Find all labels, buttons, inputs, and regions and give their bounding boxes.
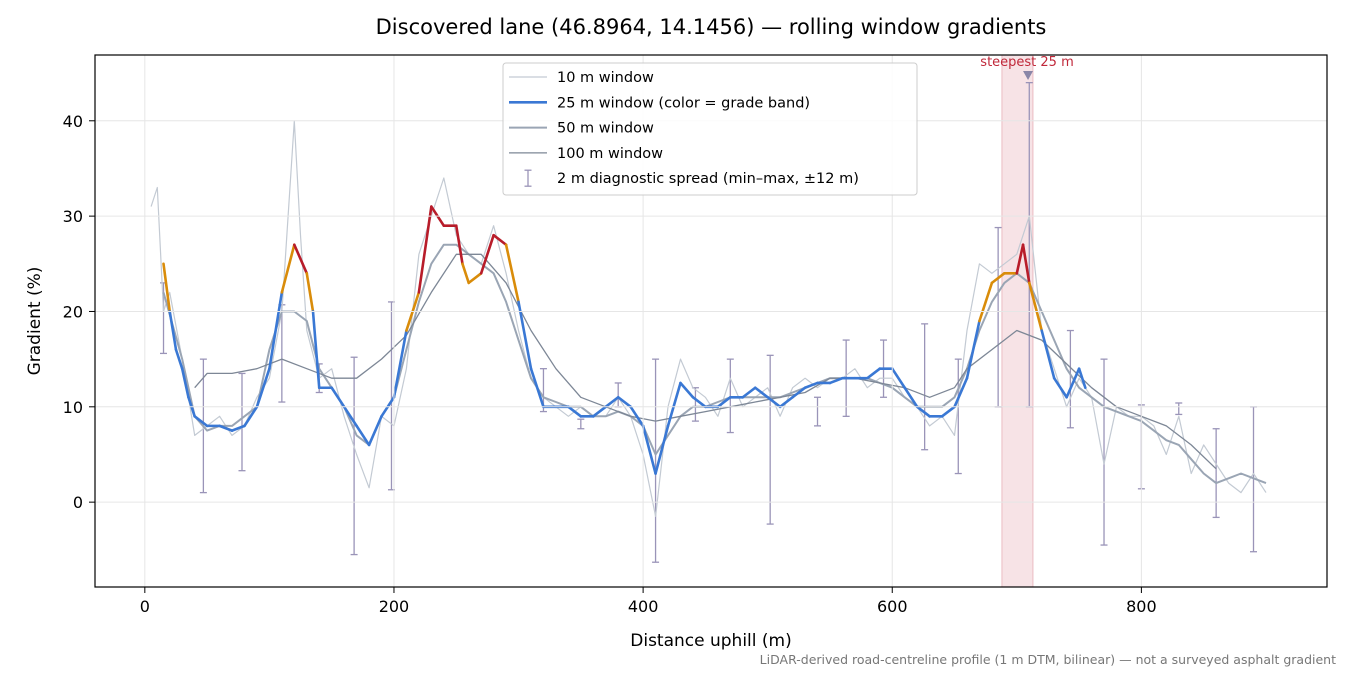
line-segment (679, 381, 695, 399)
line-segment (342, 405, 358, 428)
line-segment (479, 233, 495, 275)
line-segment (965, 319, 981, 380)
x-tick-label: 800 (1126, 597, 1157, 616)
steepest-band (1001, 55, 1034, 587)
x-tick-label: 0 (140, 597, 150, 616)
y-tick-label: 30 (63, 207, 83, 226)
legend-label: 10 m window (557, 70, 654, 86)
line-segment (355, 424, 371, 447)
line-segment (828, 376, 844, 385)
line (150, 120, 1267, 517)
line-segment (616, 395, 632, 409)
line-segment (311, 310, 321, 390)
line-segment (293, 243, 309, 275)
line-segment (243, 405, 259, 428)
line-segment (604, 395, 620, 409)
line-segment (1077, 367, 1087, 390)
line (194, 253, 1217, 470)
line-segment (417, 205, 433, 294)
line-segment (174, 348, 184, 370)
annotation: steepest 25 m (980, 55, 1073, 70)
line-segment (162, 262, 172, 313)
line-segment (591, 405, 608, 418)
plot (150, 55, 1267, 587)
line-segment (218, 424, 234, 432)
line-segment (791, 386, 807, 399)
line-segment (641, 424, 657, 475)
legend-box (502, 62, 918, 196)
line-segment (1027, 281, 1044, 332)
line-segment (529, 367, 545, 409)
footnote: LiDAR-derived road-centreline profile (1… (760, 652, 1336, 667)
x-axis-label: Distance uphill (m) (630, 631, 791, 651)
y-tick-label: 40 (63, 112, 83, 131)
line-segment (691, 395, 707, 409)
x-tick-label: 200 (379, 597, 410, 616)
y-axis-label: Gradient (%) (25, 267, 45, 376)
line-segment (978, 281, 994, 323)
line-segment (168, 310, 178, 351)
line-segment (866, 367, 882, 380)
line-segment (392, 329, 408, 399)
line-segment (504, 243, 520, 304)
line-segment (1021, 243, 1031, 285)
y-tick-label: 20 (63, 302, 83, 321)
line-segment (903, 386, 919, 409)
line-segment (461, 262, 471, 285)
line-segment (517, 300, 533, 370)
line-segment (180, 367, 190, 399)
line-segment (654, 424, 670, 475)
line-segment (454, 224, 464, 266)
line-segment (990, 272, 1006, 285)
plot-frame (94, 54, 1328, 588)
line-segment (741, 386, 757, 399)
chart-title: Discovered lane (46.8964, 14.1456) — rol… (376, 15, 1047, 39)
legend-label: 100 m window (557, 146, 663, 162)
line-segment (940, 405, 956, 418)
line-segment (778, 395, 794, 409)
line-segment (753, 386, 769, 399)
line-segment (915, 405, 931, 418)
line-segment (766, 395, 782, 409)
steepest-marker (1023, 71, 1034, 81)
line-segment (803, 381, 819, 390)
legend-label: 2 m diagnostic spread (min–max, ±12 m) (557, 171, 859, 187)
line-segment (280, 243, 296, 294)
line-segment (890, 367, 907, 390)
line-segment (193, 415, 209, 428)
x-tick-label: 400 (628, 597, 659, 616)
y-tick-label: 10 (63, 398, 83, 417)
line-segment (230, 424, 246, 432)
line-segment (666, 381, 682, 428)
legend-label: 50 m window (557, 121, 654, 137)
line-segment (255, 367, 271, 409)
y-tick-label: 0 (73, 493, 83, 512)
line-segment (1040, 329, 1056, 380)
line-segment (1065, 367, 1081, 399)
line-segment (492, 233, 508, 247)
line-segment (716, 395, 732, 409)
line-segment (953, 376, 969, 409)
line (162, 243, 1267, 485)
line-segment (629, 405, 645, 428)
line-segment (367, 415, 383, 447)
line-segment (1052, 376, 1068, 399)
line-segment (567, 405, 583, 418)
line-segment (268, 291, 284, 370)
line-segment (330, 386, 346, 409)
x-tick-label: 600 (877, 597, 908, 616)
line-segment (467, 272, 483, 285)
line-segment (1015, 243, 1025, 275)
legend-label: 25 m window (color = grade band) (557, 95, 810, 111)
line-segment (305, 272, 315, 313)
